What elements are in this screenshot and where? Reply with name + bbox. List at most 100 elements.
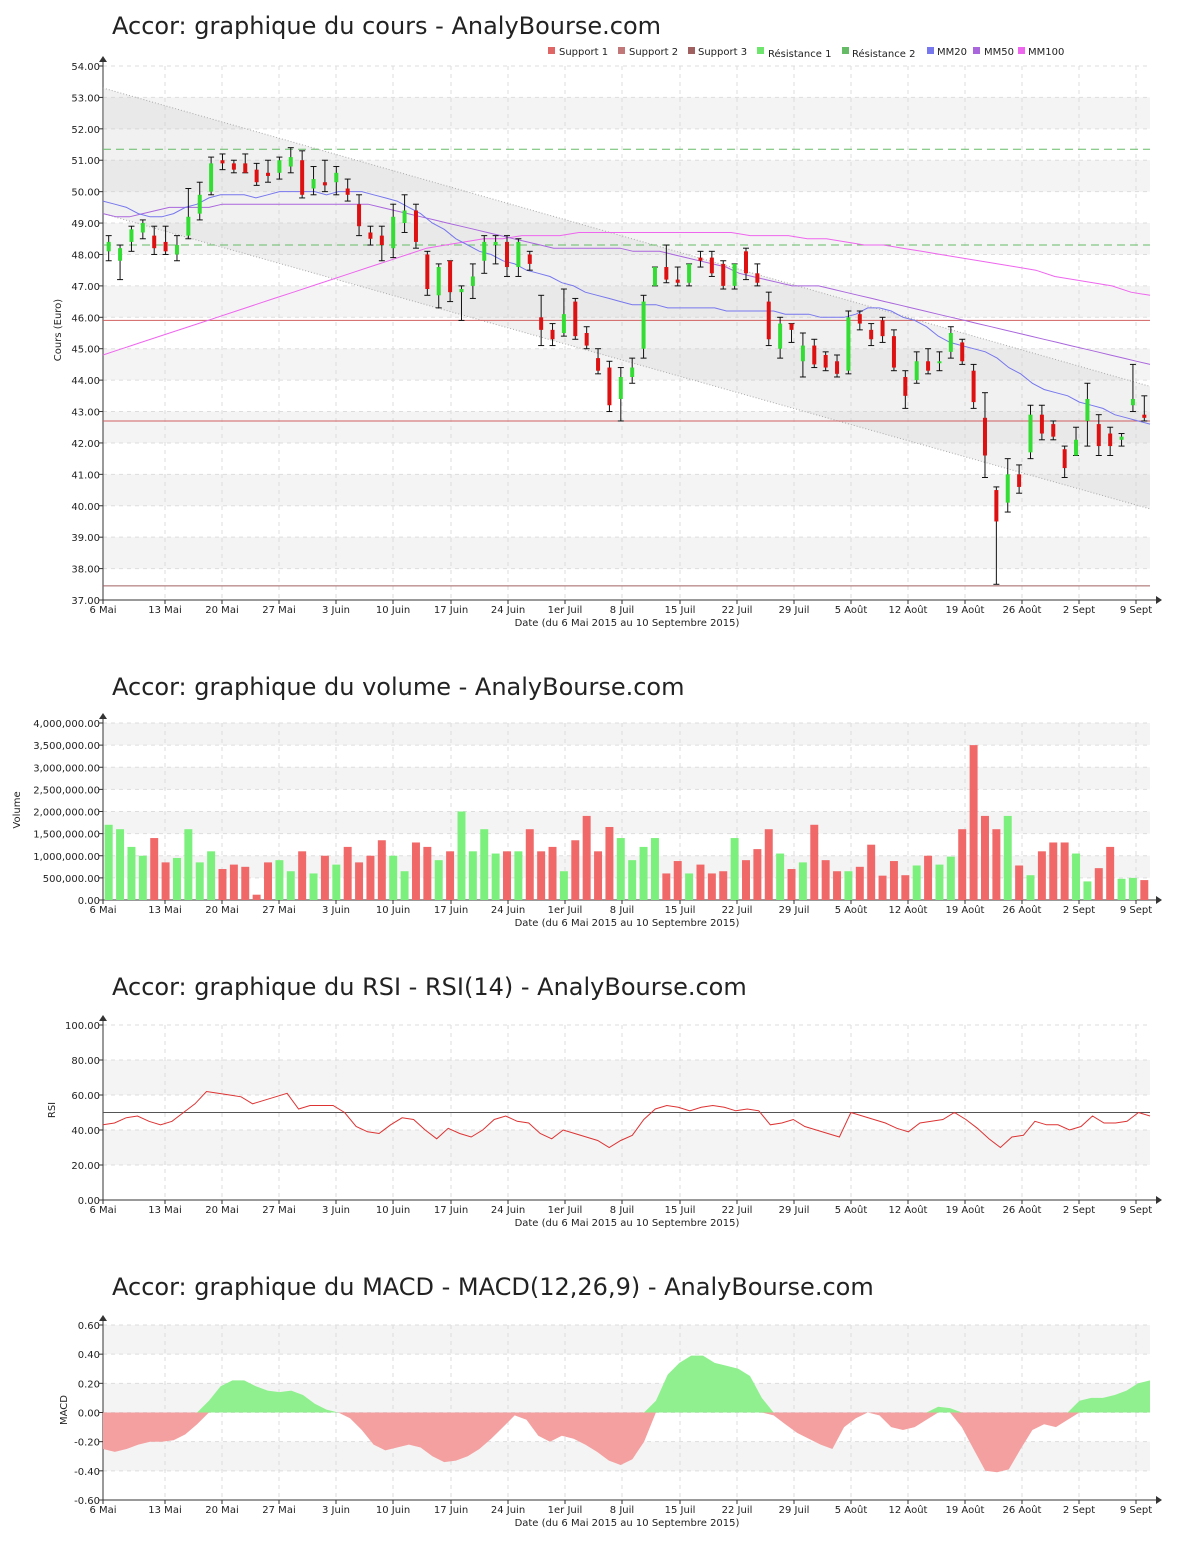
- x-tick-label: 10 Juin: [376, 1205, 410, 1216]
- x-tick-label: 29 Juil: [779, 1205, 810, 1216]
- volume-bar: [195, 862, 204, 900]
- volume-bar: [605, 826, 614, 900]
- x-tick-label: 12 Août: [889, 904, 928, 916]
- price-legend: Support 1 Support 2 Support 3 Résistance…: [548, 47, 1064, 60]
- legend-label-mm100: MM100: [1028, 47, 1064, 58]
- candle-body: [311, 179, 316, 189]
- x-tick-label: 3 Juin: [322, 1205, 350, 1216]
- candle-body: [220, 160, 225, 164]
- volume-bar: [673, 861, 682, 900]
- x-tick-label: 6 Mai: [89, 605, 116, 616]
- macd-plot-area: -0.60 -0.40 -0.20 0.00 0.20 0.40 0.60 6 Mai 13 M…: [74, 1315, 1162, 1516]
- x-tick-label: 17 Juin: [434, 1505, 468, 1516]
- volume-bar: [833, 871, 842, 900]
- volume-bar: [662, 873, 671, 900]
- candle-body: [379, 235, 384, 246]
- volume-bar: [514, 851, 523, 900]
- y-tick-label: 100.00: [65, 1021, 100, 1032]
- volume-bar: [924, 855, 933, 900]
- y-tick-label: 48.00: [71, 250, 100, 261]
- volume-bar: [446, 851, 455, 900]
- candle-body: [698, 257, 703, 261]
- candle-body: [254, 169, 259, 183]
- legend-swatch-support-2: [618, 47, 625, 54]
- price-y-axis-label: Cours (Euro): [53, 299, 64, 362]
- mm100-line: [102, 232, 1151, 356]
- x-tick-label: 15 Juil: [665, 605, 696, 616]
- candle-body: [345, 188, 350, 195]
- x-tick-label: 6 Mai: [89, 1505, 116, 1516]
- volume-bar: [355, 862, 364, 900]
- x-tick-label: 27 Mai: [262, 905, 295, 916]
- x-tick-label: 20 Mai: [205, 1205, 238, 1216]
- candle-body: [675, 279, 680, 283]
- legend-label-support-1: Support 1: [559, 47, 608, 58]
- volume-bar: [821, 860, 830, 900]
- volume-bar: [571, 840, 580, 900]
- candle-body: [482, 241, 487, 261]
- volume-bar: [1015, 865, 1024, 900]
- y-tick-label: 42.00: [71, 439, 100, 450]
- volume-bar: [298, 851, 307, 900]
- candle-body: [789, 323, 794, 330]
- legend-label-support-3: Support 3: [698, 47, 747, 58]
- volume-bar: [480, 829, 489, 900]
- x-tick-label: 8 Juil: [610, 1205, 634, 1216]
- candle-body: [197, 194, 202, 214]
- macd-x-axis-label: Date (du 6 Mai 2015 au 10 Septembre 2015…: [515, 1518, 740, 1529]
- rsi-x-axis-label: Date (du 6 Mai 2015 au 10 Septembre 2015…: [515, 1218, 740, 1229]
- y-tick-label: 40.00: [71, 1126, 100, 1137]
- volume-bar: [377, 840, 386, 900]
- y-tick-label: 54.00: [71, 62, 100, 73]
- x-tick-label: 27 Mai: [262, 605, 295, 616]
- x-tick-label: 19 Août: [946, 1204, 985, 1216]
- x-tick-label: 8 Juil: [610, 905, 634, 916]
- plot-band: [103, 811, 1150, 834]
- y-tick-label: 60.00: [71, 1091, 100, 1102]
- legend-label-resistance-2: Résistance 2: [852, 48, 915, 60]
- volume-bar: [946, 856, 955, 900]
- candle-body: [1028, 414, 1033, 453]
- candle-body: [891, 336, 896, 368]
- plot-band: [103, 223, 1150, 255]
- x-tick-label: 5 Août: [835, 604, 868, 616]
- volume-bar: [981, 815, 989, 900]
- rsi-line: [102, 1090, 1151, 1149]
- candle-body: [243, 163, 248, 173]
- candle-body: [266, 172, 271, 176]
- x-tick-label: 2 Sept: [1063, 905, 1095, 916]
- plot-band: [103, 767, 1150, 790]
- candle-body: [630, 367, 635, 377]
- candle-body: [288, 157, 293, 167]
- volume-chart-title: Accor: graphique du volume - AnalyBourse…: [112, 673, 684, 701]
- macd-negative-area: [103, 1412, 1150, 1473]
- plot-band: [103, 537, 1150, 569]
- price-chart: Accor: graphique du cours - AnalyBourse.…: [53, 12, 1162, 629]
- volume-bar: [1026, 875, 1035, 900]
- candle-body: [152, 235, 157, 249]
- x-tick-label: 26 Août: [1003, 1204, 1042, 1216]
- candle-body: [652, 267, 657, 286]
- candle-body: [800, 345, 805, 362]
- x-tick-label: 12 Août: [889, 604, 928, 616]
- candle-body: [539, 317, 544, 330]
- volume-bar: [161, 862, 170, 900]
- x-tick-label: 1er Juil: [548, 1205, 583, 1216]
- x-tick-label: 29 Juil: [779, 605, 810, 616]
- y-tick-label: 53.00: [71, 93, 100, 104]
- x-tick-label: 1er Juil: [548, 1505, 583, 1516]
- volume-bar: [218, 869, 227, 900]
- price-plot-area: 37.00 38.00 39.00 40.00 41.00 42.00 43.00 44.00…: [71, 56, 1162, 616]
- candle-body: [505, 241, 510, 268]
- volume-bar: [787, 869, 796, 900]
- candle-body: [391, 216, 396, 249]
- y-tick-label: 80.00: [71, 1056, 100, 1067]
- volume-bar: [1094, 868, 1103, 900]
- candle-body: [1130, 398, 1135, 406]
- x-tick-label: 19 Août: [946, 1504, 985, 1516]
- volume-bar: [707, 873, 716, 900]
- volume-bar: [241, 866, 250, 900]
- candle-body: [778, 323, 783, 349]
- plot-band: [103, 97, 1150, 129]
